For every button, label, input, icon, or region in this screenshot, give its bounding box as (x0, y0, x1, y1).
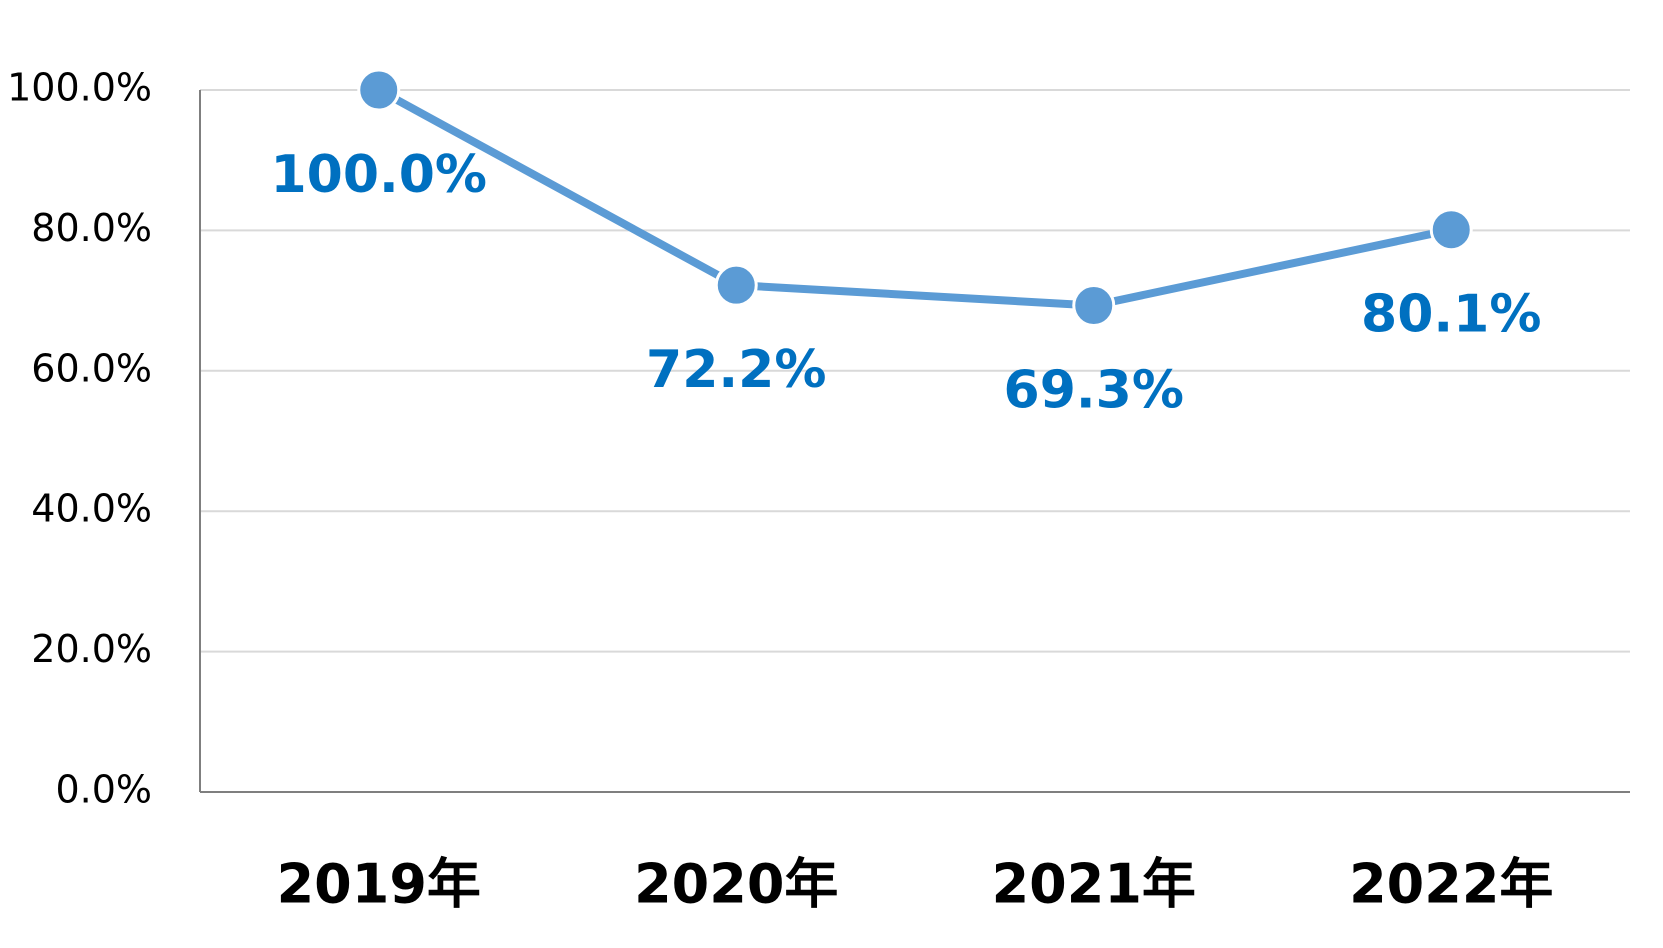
data-label: 80.1% (1361, 285, 1541, 345)
data-label: 100.0% (270, 145, 487, 205)
marker (714, 263, 758, 307)
data-label: 72.2% (646, 340, 826, 400)
data-label: 69.3% (1004, 361, 1184, 421)
marker (1429, 208, 1473, 252)
y-tick-label: 100.0% (7, 66, 152, 110)
y-tick-label: 60.0% (31, 346, 152, 390)
marker (1072, 284, 1116, 328)
x-tick-label: 2021年 (992, 853, 1196, 916)
x-tick-label: 2020年 (634, 853, 838, 916)
y-tick-label: 0.0% (55, 768, 152, 812)
y-tick-label: 80.0% (31, 206, 152, 250)
y-tick-label: 20.0% (31, 627, 152, 671)
line (376, 86, 1453, 310)
x-tick-label: 2019年 (277, 853, 481, 916)
marker (357, 68, 401, 112)
y-tick-label: 40.0% (31, 487, 152, 531)
x-tick-label: 2022年 (1349, 853, 1553, 916)
